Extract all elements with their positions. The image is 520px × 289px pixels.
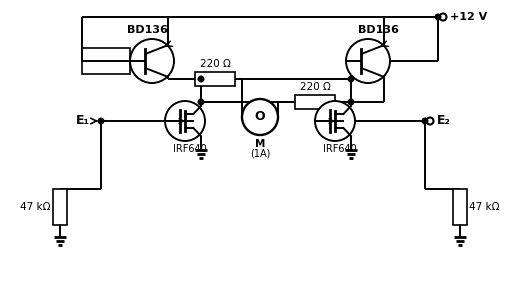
Circle shape	[242, 99, 278, 135]
Text: E₁: E₁	[76, 114, 90, 127]
Bar	[82, 48, 130, 74]
Text: IRF640: IRF640	[323, 144, 357, 154]
Bar	[53, 189, 67, 225]
Bar	[453, 189, 467, 225]
Bar	[195, 72, 235, 86]
Text: (1A): (1A)	[250, 148, 270, 158]
Circle shape	[315, 101, 355, 141]
Text: +12 V: +12 V	[450, 12, 487, 22]
Circle shape	[435, 14, 441, 20]
Circle shape	[346, 39, 390, 83]
Text: E₂: E₂	[437, 114, 451, 127]
Circle shape	[348, 76, 354, 82]
Circle shape	[130, 39, 174, 83]
Text: 220 Ω: 220 Ω	[300, 82, 330, 92]
Circle shape	[98, 118, 104, 124]
Text: O: O	[255, 110, 265, 123]
Text: 47 kΩ: 47 kΩ	[469, 202, 500, 212]
Circle shape	[198, 99, 204, 105]
Text: BD136: BD136	[126, 25, 167, 35]
Text: 220 Ω: 220 Ω	[200, 59, 230, 69]
Text: M: M	[255, 139, 265, 149]
Circle shape	[165, 101, 205, 141]
Circle shape	[422, 118, 428, 124]
Text: IRF640: IRF640	[173, 144, 207, 154]
Text: BD136: BD136	[358, 25, 398, 35]
Bar	[295, 95, 335, 109]
Circle shape	[198, 76, 204, 82]
Circle shape	[348, 99, 354, 105]
Text: 47 kΩ: 47 kΩ	[20, 202, 51, 212]
